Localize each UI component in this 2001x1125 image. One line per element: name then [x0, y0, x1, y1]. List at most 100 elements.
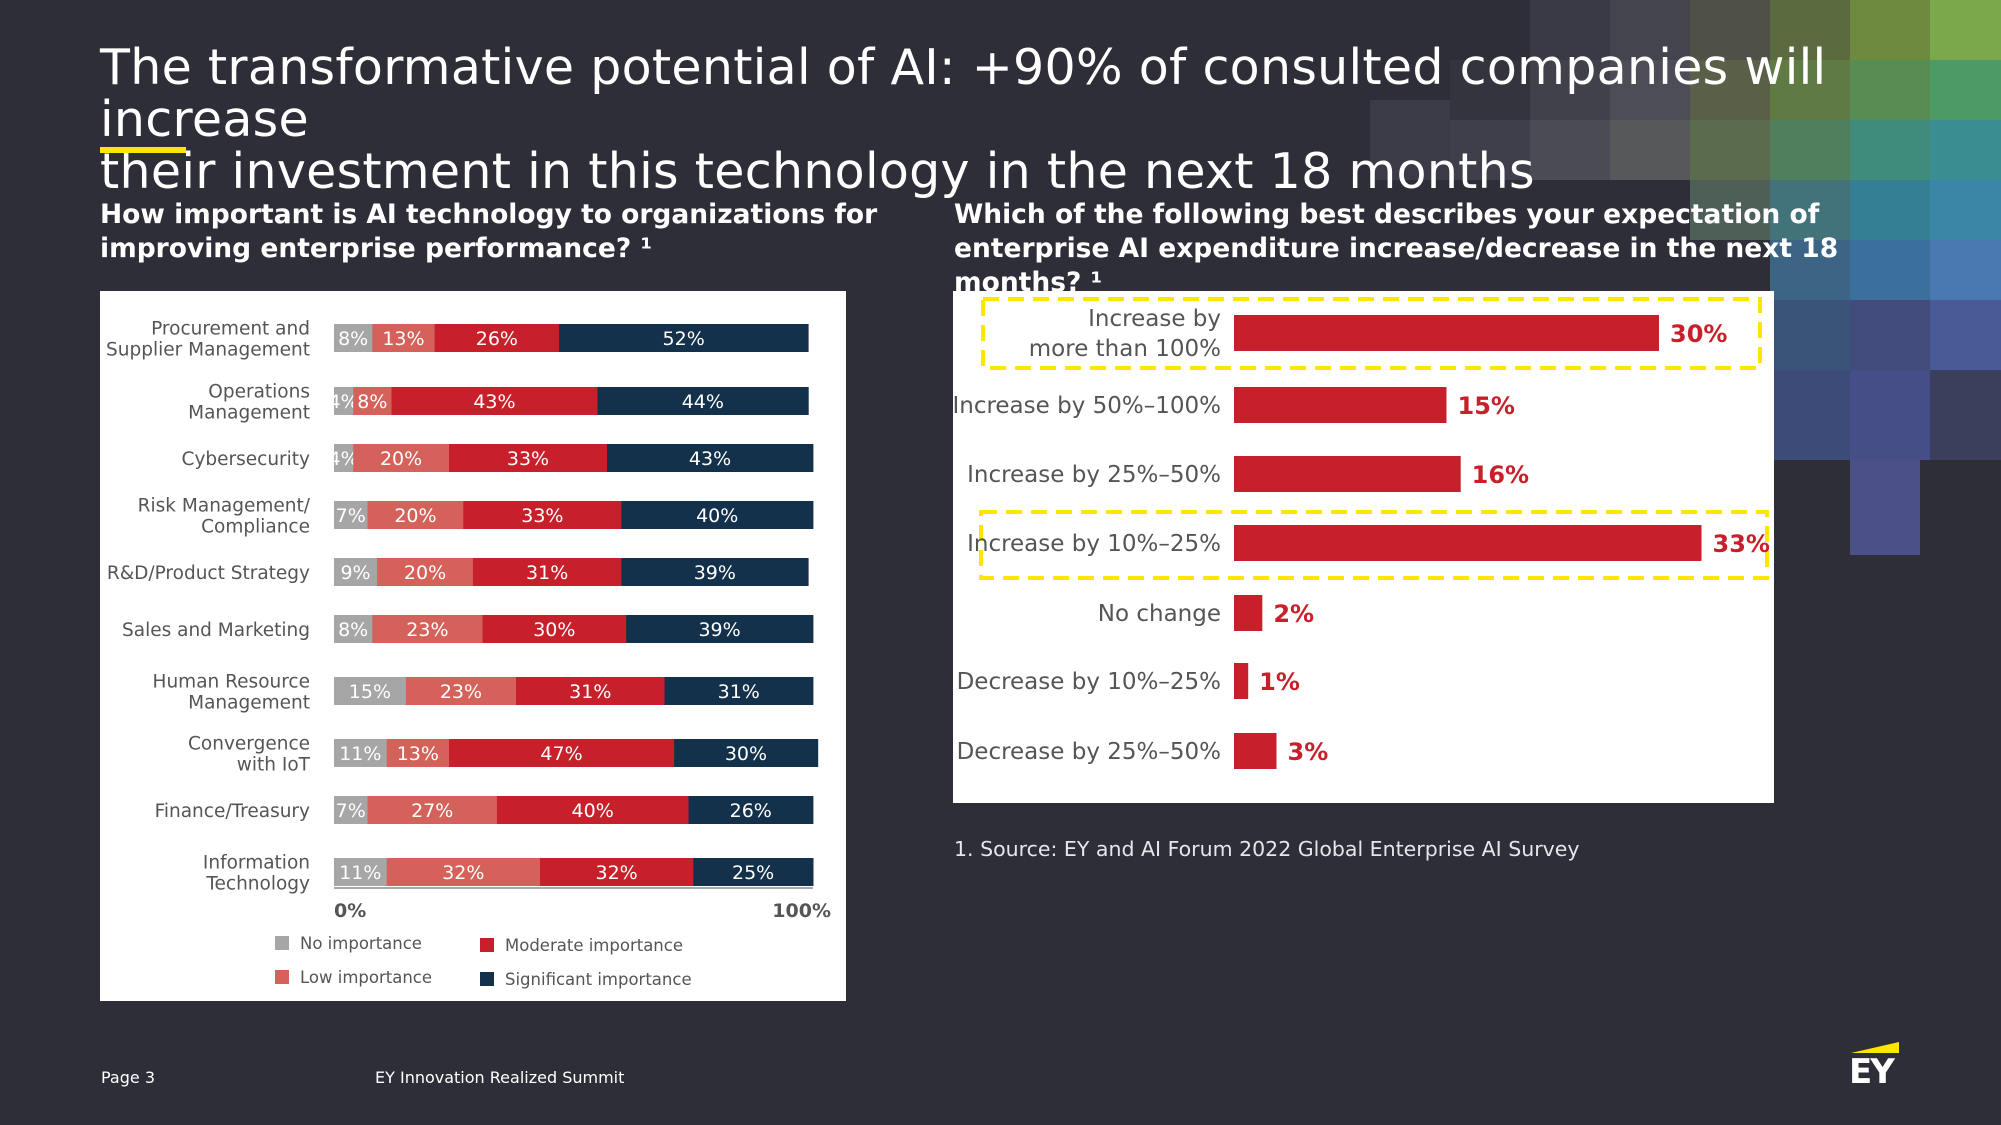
bar-segment — [674, 739, 819, 767]
mosaic-tile — [1850, 240, 1930, 300]
segment-value-label: 31% — [718, 681, 760, 703]
category-label: Increase by — [1088, 306, 1221, 332]
bar-segment — [621, 501, 814, 529]
segment-value-label: 7% — [336, 505, 366, 527]
category-label: Finance/Treasury — [155, 801, 310, 822]
bar-segment — [621, 558, 809, 586]
category-label: Compliance — [201, 517, 310, 538]
bar-segment — [626, 615, 814, 643]
mosaic-tile — [1690, 0, 1770, 60]
segment-value-label: 8% — [357, 391, 387, 413]
bar-segment — [334, 444, 354, 472]
legend-label: Significant importance — [505, 970, 692, 989]
mosaic-tile — [1850, 460, 1920, 555]
bar — [1234, 663, 1249, 699]
segment-value-label: 30% — [533, 619, 575, 641]
segment-value-label: 25% — [732, 862, 774, 884]
segment-value-label: 23% — [406, 619, 448, 641]
right-chart-question: Which of the following best describes yo… — [954, 199, 1839, 298]
category-label: Decrease by 25%–50% — [957, 739, 1221, 765]
mosaic-tile — [1850, 180, 1930, 240]
bar-segment — [377, 558, 474, 586]
segment-value-label: 26% — [730, 800, 772, 822]
category-label: Human Resource — [153, 672, 310, 693]
bar-value-label: 16% — [1472, 461, 1529, 489]
segment-value-label: 40% — [696, 505, 738, 527]
mosaic-tile — [1850, 300, 1930, 370]
bar-segment — [334, 558, 378, 586]
mosaic-tile — [1450, 120, 1530, 180]
category-label: Information — [203, 853, 310, 874]
expenditure-chart-panel: Increase by more than 100% 30% Increase by … — [953, 291, 1774, 803]
bar — [1234, 595, 1263, 631]
bar-segment — [391, 387, 598, 415]
bar-segment — [334, 324, 373, 352]
mosaic-tile — [1530, 0, 1610, 60]
left-chart-question: How important is AI technology to organi… — [100, 199, 878, 264]
mosaic-tile — [1530, 120, 1610, 180]
bar-segment — [693, 858, 814, 886]
mosaic-tile — [1930, 180, 2001, 240]
bar-segment — [334, 858, 388, 886]
bar-segment — [334, 615, 373, 643]
bar-segment — [482, 615, 627, 643]
legend-swatch — [480, 972, 494, 986]
mosaic-tile — [1850, 370, 1930, 460]
bar-segment — [405, 677, 517, 705]
bar-segment — [607, 444, 814, 472]
bar-segment — [353, 387, 392, 415]
bar-segment — [367, 501, 464, 529]
segment-value-label: 30% — [725, 743, 767, 765]
segment-value-label: 13% — [397, 743, 439, 765]
importance-chart-panel: Procurement and Supplier Management 8% 13% 2… — [100, 291, 846, 1001]
category-label: Sales and Marketing — [122, 620, 310, 641]
segment-value-label: 8% — [338, 619, 368, 641]
mosaic-tile — [1450, 60, 1530, 120]
mosaic-tile — [1770, 60, 1850, 120]
segment-value-label: 11% — [339, 743, 381, 765]
mosaic-tile — [1930, 0, 2001, 60]
bar-segment — [372, 615, 483, 643]
category-label: Decrease by 10%–25% — [957, 669, 1221, 695]
bar-value-label: 30% — [1670, 320, 1727, 348]
category-label: more than 100% — [1029, 336, 1221, 362]
mosaic-tile — [1850, 0, 1930, 60]
segment-value-label: 20% — [394, 505, 436, 527]
segment-value-label: 23% — [440, 681, 482, 703]
mosaic-tile — [1930, 120, 2001, 180]
mosaic-tile — [1770, 370, 1850, 460]
mosaic-tile — [1770, 0, 1850, 60]
segment-value-label: 31% — [526, 562, 568, 584]
segment-value-label: 9% — [340, 562, 370, 584]
segment-value-label: 27% — [411, 800, 453, 822]
category-label: Cybersecurity — [182, 449, 311, 470]
mosaic-tile — [1690, 60, 1770, 120]
bar-segment — [334, 739, 388, 767]
bar-segment — [472, 558, 622, 586]
segment-value-label: 33% — [521, 505, 563, 527]
page-title: The transformative potential of AI: +90%… — [100, 42, 1860, 198]
x-tick-label: 100% — [772, 900, 831, 922]
legend-label: No importance — [300, 934, 422, 953]
bar-value-label: 2% — [1273, 600, 1314, 628]
legend-label: Low importance — [300, 968, 432, 987]
bar-segment — [334, 677, 407, 705]
x-tick-label: 0% — [334, 900, 366, 922]
bar — [1234, 456, 1461, 492]
title-line-1: The transformative potential of AI: +90%… — [100, 39, 1827, 148]
bar-segment — [597, 387, 809, 415]
bar-segment — [496, 796, 689, 824]
mosaic-tile — [1610, 60, 1690, 120]
segment-value-label: 4% — [329, 391, 359, 413]
category-label: Risk Management/ — [138, 496, 311, 517]
bar — [1234, 315, 1659, 351]
segment-value-label: 20% — [380, 448, 422, 470]
ey-logo: EY — [1849, 1042, 1901, 1092]
segment-value-label: 44% — [682, 391, 724, 413]
bar-segment — [664, 677, 814, 705]
title-accent-underline — [100, 147, 186, 153]
mosaic-tile — [1690, 180, 1770, 240]
segment-value-label: 15% — [349, 681, 391, 703]
bar-segment — [688, 796, 814, 824]
